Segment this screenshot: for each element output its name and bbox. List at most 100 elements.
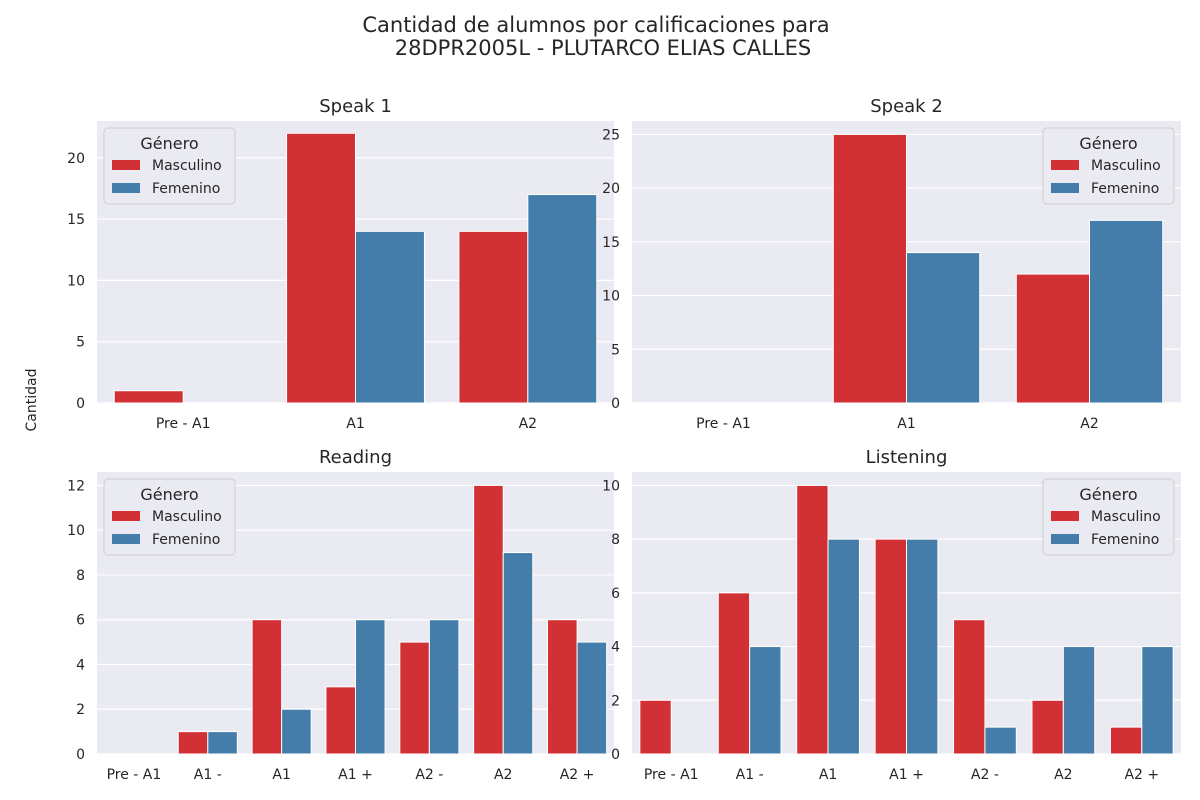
legend-title: Género	[1079, 134, 1137, 153]
x-tick-label: A2 +	[1124, 767, 1159, 783]
panel-title: Speak 1	[319, 96, 392, 117]
x-tick-label: A2 -	[415, 767, 443, 783]
chart-panel-2: 0 5 10 15 20 25 Pre - A1 A1 A2 Speak 2 Género Mascu…	[602, 96, 1181, 432]
bar-masculino	[473, 484, 504, 755]
x-tick-label: A2 +	[560, 767, 595, 783]
legend-label-femenino: Femenino	[1091, 532, 1159, 548]
legend: Género Masculino Femenino	[103, 127, 236, 205]
x-tick-label: A1 +	[338, 767, 373, 783]
y-tick-label: 2	[611, 693, 620, 709]
y-tick-label: 10	[602, 289, 620, 305]
bar-masculino	[325, 686, 357, 755]
bar-femenino	[428, 619, 460, 755]
panel-title: Speak 2	[870, 96, 943, 117]
bar-masculino	[639, 699, 672, 755]
bar-masculino	[286, 132, 357, 404]
legend: Género Masculino Femenino	[103, 478, 236, 556]
bar-femenino	[984, 726, 1017, 755]
bar-masculino	[1015, 273, 1090, 404]
x-tick-label: Pre - A1	[156, 416, 211, 432]
panel-title: Reading	[319, 447, 392, 468]
bar-femenino	[281, 708, 312, 755]
bar-femenino	[906, 538, 939, 755]
bar-masculino	[251, 619, 283, 755]
chart-panel-1: 0 5 10 15 20 Pre - A1 A1 A2 Speak 1 Género Masculi…	[67, 96, 614, 432]
x-tick-label: A2 -	[971, 767, 999, 783]
legend-swatch-masculino	[112, 511, 140, 521]
legend-swatch-masculino	[1051, 511, 1079, 521]
bar-masculino	[547, 619, 578, 755]
x-tick-label: A1	[897, 416, 915, 432]
x-tick-label: Pre - A1	[107, 767, 162, 783]
bar-femenino	[749, 646, 782, 755]
bar-femenino	[1089, 219, 1164, 404]
legend: Género Masculino Femenino	[1042, 478, 1175, 556]
y-tick-label: 25	[602, 127, 620, 143]
bar-masculino	[832, 133, 907, 404]
x-tick-label: A2	[519, 416, 537, 432]
bar-masculino	[458, 230, 529, 404]
y-tick-label: 8	[611, 532, 620, 548]
bar-femenino	[207, 731, 238, 755]
x-tick-label: Pre - A1	[696, 416, 751, 432]
legend-title: Género	[140, 134, 198, 153]
bar-femenino	[1062, 646, 1096, 755]
bar-masculino	[874, 538, 908, 755]
y-tick-label: 15	[602, 235, 620, 251]
legend-swatch-femenino	[112, 183, 140, 193]
legend-label-masculino: Masculino	[1091, 509, 1161, 525]
x-tick-label: A1	[272, 767, 290, 783]
y-tick-label: 0	[76, 747, 85, 763]
bar-masculino	[796, 484, 829, 755]
y-tick-label: 6	[76, 613, 85, 629]
x-tick-label: A1	[819, 767, 837, 783]
y-tick-label: 0	[76, 396, 85, 412]
y-tick-label: 10	[67, 523, 85, 539]
figure-title-line-1: Cantidad de alumnos por calificaciones p…	[362, 13, 829, 37]
y-tick-label: 0	[611, 396, 620, 412]
chart-panel-3: 0 2 4 6 8 10 12 Pre - A1 A1 - A1 A1 + A2 - A2 A2 + Rea…	[67, 447, 614, 783]
bar-femenino	[827, 538, 860, 755]
bar-masculino	[177, 731, 209, 755]
y-tick-label: 6	[611, 586, 620, 602]
legend-label-femenino: Femenino	[1091, 181, 1159, 197]
figure-title-line-2: 28DPR2005L - PLUTARCO ELIAS CALLES	[395, 36, 811, 60]
x-tick-label: A2	[1054, 767, 1072, 783]
bar-masculino	[399, 641, 430, 755]
legend-swatch-masculino	[112, 160, 140, 170]
y-tick-label: 12	[67, 478, 85, 494]
legend-title: Género	[1079, 485, 1137, 504]
x-tick-label: A2	[1080, 416, 1098, 432]
legend-swatch-masculino	[1051, 160, 1079, 170]
x-tick-label: A2	[494, 767, 512, 783]
x-tick-label: A1 +	[889, 767, 924, 783]
x-tick-label: A1	[346, 416, 364, 432]
y-tick-label: 20	[67, 151, 85, 167]
y-tick-label: 4	[76, 657, 85, 673]
bar-femenino	[355, 619, 386, 755]
y-axis-label: Cantidad	[24, 369, 40, 432]
legend-title: Género	[140, 485, 198, 504]
x-tick-label: A1 -	[736, 767, 764, 783]
y-tick-label: 20	[602, 181, 620, 197]
bar-masculino	[953, 619, 986, 755]
panel-title: Listening	[866, 447, 948, 468]
bar-femenino	[502, 552, 534, 755]
legend-label-masculino: Masculino	[1091, 158, 1161, 174]
legend-label-femenino: Femenino	[152, 181, 220, 197]
y-tick-label: 10	[67, 273, 85, 289]
bar-femenino	[1141, 646, 1174, 755]
chart-panel-4: 0 2 4 6 8 10 Pre - A1 A1 - A1 A1 + A2 - A2 A2 + Liste…	[602, 447, 1181, 783]
y-tick-label: 5	[611, 342, 620, 358]
y-tick-label: 10	[602, 478, 620, 494]
y-tick-label: 4	[611, 640, 620, 656]
legend-label-femenino: Femenino	[152, 532, 220, 548]
bar-masculino	[1109, 726, 1143, 755]
x-tick-label: Pre - A1	[644, 767, 699, 783]
y-tick-label: 5	[76, 335, 85, 351]
y-tick-label: 15	[67, 212, 85, 228]
legend-label-masculino: Masculino	[152, 158, 222, 174]
legend-label-masculino: Masculino	[152, 509, 222, 525]
